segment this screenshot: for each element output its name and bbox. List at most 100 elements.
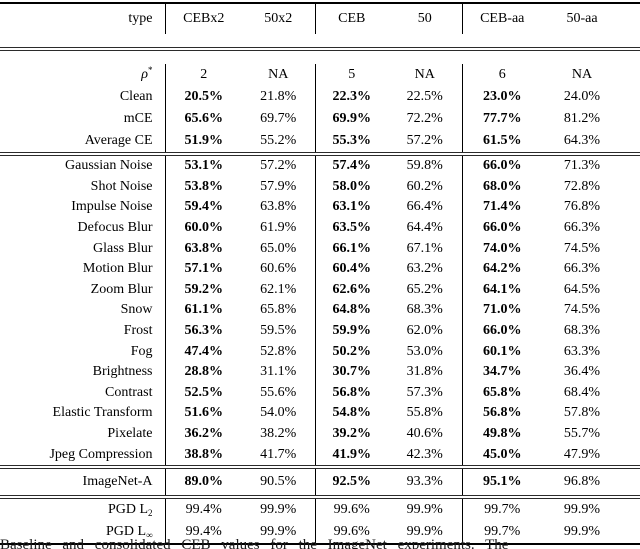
value-cell: 23.0%	[483, 89, 522, 104]
row-label: Jpeg Compression	[0, 444, 166, 465]
value-cell: 59.2%	[184, 281, 224, 297]
header-col-ceb-aa: CEB-aa	[480, 11, 525, 26]
row-label: Impulse Noise	[0, 197, 166, 218]
value-cell: 58.0%	[332, 178, 372, 194]
table-row: Fog 47.4% 52.8% 50.2% 53.0% 60.1% 63.3%	[0, 341, 640, 362]
row-label: ρ*	[0, 64, 166, 86]
table-row: Frost 56.3% 59.5% 59.9% 62.0% 66.0% 68.3%	[0, 320, 640, 342]
value-cell: 64.5%	[563, 281, 601, 297]
value-cell: 34.7%	[483, 364, 522, 380]
value-cell: 68.4%	[563, 384, 601, 400]
value-cell: 69.9%	[332, 111, 372, 126]
value-cell: 57.1%	[184, 261, 224, 277]
value-cell: 60.4%	[332, 261, 372, 277]
row-label: Motion Blur	[0, 258, 166, 280]
row-label: Frost	[0, 320, 166, 342]
value-cell: 53.8%	[184, 178, 224, 194]
value-cell: 52.5%	[184, 384, 224, 400]
value-cell: 63.8%	[184, 240, 224, 256]
value-cell: 65.8%	[483, 384, 522, 400]
value-cell: 54.0%	[242, 403, 316, 424]
value-cell: 50.2%	[332, 343, 372, 359]
value-cell: 60.2%	[388, 176, 463, 198]
value-cell: 99.4%	[185, 523, 222, 539]
table-row: Shot Noise 53.8% 57.9% 58.0% 60.2% 68.0% 72.8%	[0, 176, 640, 198]
value-cell: 74.0%	[483, 240, 522, 256]
value-cell: 64.1%	[483, 281, 522, 297]
value-cell: 56.8%	[332, 384, 372, 400]
double-rule	[0, 464, 640, 469]
value-cell: 56.8%	[483, 405, 522, 421]
value-cell: 56.3%	[184, 323, 224, 339]
value-cell: 99.9%	[242, 498, 316, 521]
header-row: type CEBx2 50x2 CEB 50 CEB-aa 50-aa	[0, 4, 640, 34]
value-cell: 38.8%	[184, 446, 224, 462]
row-label: PGD L∞	[0, 520, 166, 543]
value-cell: 89.0%	[184, 473, 224, 489]
value-cell: 76.8%	[563, 199, 601, 215]
value-cell: 51.6%	[184, 405, 224, 421]
value-cell: 63.3%	[563, 343, 601, 359]
section-pgd: PGD L2 99.4% 99.9% 99.6% 99.9% 99.7% 99.9% PGD …	[0, 498, 640, 543]
value-cell: 64.2%	[483, 261, 522, 277]
row-label: Pixelate	[0, 423, 166, 445]
value-cell: 59.9%	[332, 323, 372, 339]
value-cell: 31.1%	[242, 361, 316, 383]
value-cell: 60.1%	[483, 343, 522, 359]
value-cell: 57.4%	[332, 158, 372, 174]
value-cell: 68.3%	[388, 300, 463, 321]
table-row: Pixelate 36.2% 38.2% 39.2% 40.6% 49.8% 55.7%	[0, 423, 640, 445]
results-table: type CEBx2 50x2 CEB 50 CEB-aa 50-aa ρ* 2 N…	[0, 4, 640, 543]
value-cell: 51.9%	[184, 133, 224, 148]
value-cell: NA	[388, 64, 463, 86]
value-cell: 57.2%	[388, 130, 463, 152]
table-row: Zoom Blur 59.2% 62.1% 62.6% 65.2% 64.1% 64.5%	[0, 279, 640, 301]
value-cell: 99.9%	[388, 498, 463, 521]
value-cell: 92.5%	[332, 473, 372, 489]
value-cell: 57.9%	[242, 176, 316, 198]
value-cell: 99.9%	[563, 523, 601, 539]
value-cell: 68.0%	[483, 178, 522, 194]
value-cell: 65.0%	[242, 238, 316, 259]
value-cell: 99.6%	[333, 523, 370, 539]
header-col-50-aa: 50-aa	[566, 11, 598, 26]
value-cell: 28.8%	[184, 364, 224, 380]
value-cell: 62.1%	[242, 279, 316, 301]
double-rule	[0, 152, 640, 156]
value-cell: 36.2%	[184, 426, 224, 442]
value-cell: 39.2%	[332, 426, 372, 442]
table-row: Contrast 52.5% 55.6% 56.8% 57.3% 65.8% 68.4%	[0, 382, 640, 404]
row-label: Zoom Blur	[0, 279, 166, 301]
value-cell: 54.8%	[332, 405, 372, 421]
value-cell: 59.5%	[242, 320, 316, 342]
value-cell: 55.8%	[388, 403, 463, 424]
row-label: Elastic Transform	[0, 403, 166, 424]
value-cell: 6	[498, 67, 506, 82]
table-row: PGD L∞ 99.4% 99.9% 99.6% 99.9% 99.7% 99.9%	[0, 520, 640, 543]
value-cell: 42.3%	[388, 444, 463, 465]
value-cell: 95.1%	[483, 473, 522, 489]
section-imagenet-a: ImageNet-A 89.0% 90.5% 92.5% 93.3% 95.1% 96.8%	[0, 468, 640, 495]
row-label: PGD L2	[0, 498, 166, 521]
value-cell: 57.8%	[563, 405, 601, 421]
value-cell: 55.3%	[332, 133, 372, 148]
value-cell: 99.6%	[333, 501, 370, 517]
value-cell: 99.9%	[388, 520, 463, 543]
table-row: Jpeg Compression 38.8% 41.7% 41.9% 42.3% 45.0…	[0, 444, 640, 465]
value-cell: 57.3%	[388, 382, 463, 404]
section-separator	[0, 34, 640, 64]
value-cell: 99.7%	[484, 523, 521, 539]
value-cell: 65.2%	[388, 279, 463, 301]
value-cell: 20.5%	[184, 89, 224, 104]
table-row: Clean 20.5% 21.8% 22.3% 22.5% 23.0% 24.0%	[0, 86, 640, 108]
section-summary: ρ* 2 NA 5 NA 6 NA Clean 20.5% 21.8% 22.3% 22.5% 23.0…	[0, 64, 640, 152]
value-cell: 71.3%	[563, 158, 601, 174]
row-label: Defocus Blur	[0, 217, 166, 239]
table-header: type CEBx2 50x2 CEB 50 CEB-aa 50-aa	[0, 4, 640, 64]
value-cell: 63.2%	[388, 258, 463, 280]
value-cell: 61.1%	[184, 302, 224, 318]
value-cell: 66.3%	[563, 261, 601, 277]
value-cell: 55.2%	[242, 130, 316, 152]
value-cell: 30.7%	[332, 364, 372, 380]
